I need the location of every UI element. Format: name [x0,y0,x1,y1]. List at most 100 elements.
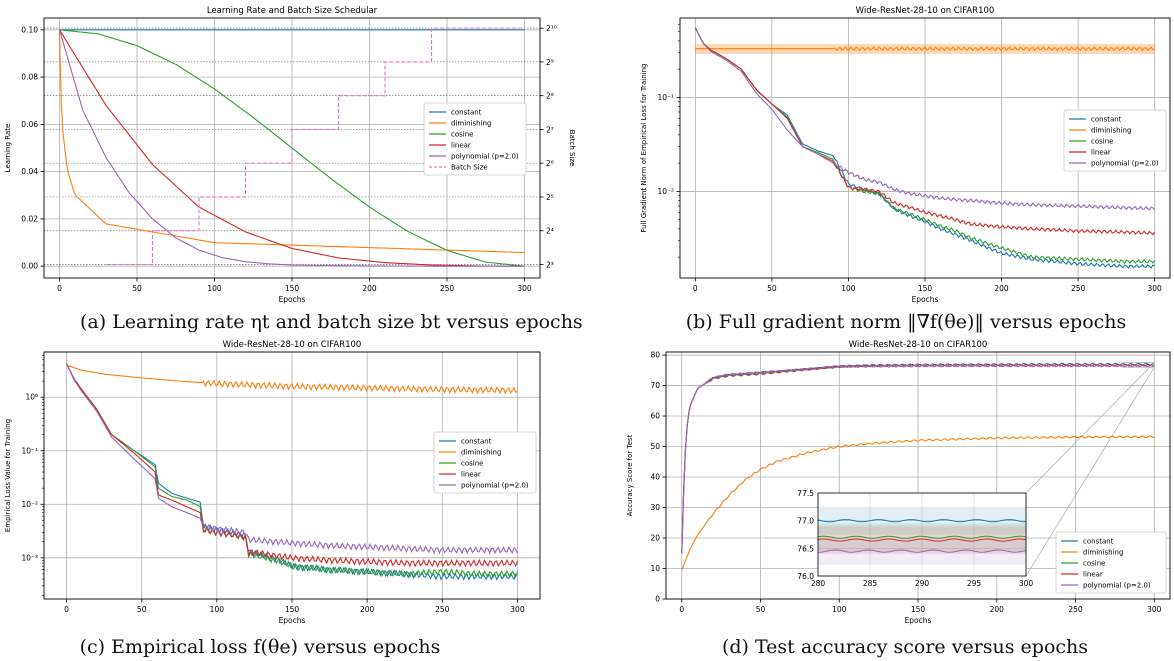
legend: constant diminishing cosine linear polynomia… [1063,109,1167,172]
legend-label: cosine [451,131,473,139]
x-tick-label: 0 [57,284,62,293]
series-group [681,362,1155,571]
series-group [694,27,1156,269]
legend-label: diminishing [1083,549,1123,557]
right-tick-label: 2¹⁰ [546,24,557,33]
y-axis-label: Learning Rate [4,124,12,173]
x-axis-label: Epochs [279,295,306,304]
inset-series-cosine [817,535,1027,539]
legend-box [1063,109,1167,172]
inset-band-linear [818,526,1026,554]
y-tick-label: 10⁻³ [21,553,38,562]
series-diminishing [695,46,1155,52]
inset-y-tick-label: 77.5 [797,489,814,498]
legend: constant diminishing cosine linear polynomia… [433,431,537,494]
caption-d: (d) Test accuracy score versus epochs [721,636,1089,658]
series-constant [66,363,518,581]
x-tick-label: 200 [994,284,1009,293]
y-tick-label: 10⁻² [21,500,38,509]
legend-label: constant [451,109,482,117]
right-tick-label: 2⁹ [546,58,554,67]
x-tick-label: 250 [1071,284,1086,293]
x-tick-label: 0 [64,605,69,614]
legend: constant diminishing cosine linear polynomia… [423,102,527,176]
legend: constant diminishing cosine linear polynomia… [1055,531,1167,594]
chart-d: Wide-ResNet-28-10 on CIFAR100 Epochs Accur… [626,340,1171,625]
series-polynomial [694,27,1156,211]
series-group [66,363,519,581]
x-tick-label: 200 [360,605,375,614]
x-tick-label: 50 [756,605,766,614]
right-tick-label: 2⁸ [546,92,554,101]
x-tick-label: 0 [679,605,684,614]
x-tick-label: 100 [841,284,856,293]
y-tick-label: 10⁰ [25,393,38,402]
x-tick-label: 100 [207,284,222,293]
legend-label: cosine [1083,560,1105,568]
y-axis-label: Accuracy Score for Test [626,434,634,516]
y-tick-label: 10⁻¹ [21,446,38,455]
inset-y-tick-label: 77.0 [797,517,814,526]
series-cosine [66,363,519,579]
inset-y-tick-label: 76.5 [797,544,814,553]
legend-box [433,431,537,494]
legend-label: polynomial (p=2.0) [461,482,529,490]
chart-title: Wide-ResNet-28-10 on CIFAR100 [849,340,988,350]
legend-label: cosine [461,460,483,468]
inset-band-polynomial [818,537,1026,565]
x-tick-label: 0 [693,284,698,293]
legend-label: diminishing [461,449,501,457]
x-tick-label: 50 [132,284,142,293]
right-tick-label: 2⁴ [546,227,554,236]
chart-b: Wide-ResNet-28-10 on CIFAR100 Epochs Full … [640,6,1171,304]
series-polynomial [66,363,519,555]
y-tick-label: 0.04 [21,167,38,176]
y-tick-label: 30 [650,503,660,512]
legend-label: constant [1091,116,1122,124]
inset-connector [1025,362,1155,494]
legend-label: constant [1083,538,1114,546]
axes-frame [665,351,1171,600]
x-axis-label: Epochs [279,616,306,625]
inset-band-cosine [818,523,1026,552]
x-tick-label: 200 [990,605,1005,614]
inset-x-tick-label: 295 [967,579,982,588]
y-tick-label: 40 [650,473,660,482]
right-axis-label: Batch Size [568,130,576,167]
inset-x-tick-label: 300 [1019,579,1034,588]
legend-label: polynomial (p=2.0) [1091,160,1159,168]
right-tick-label: 2⁵ [546,193,554,202]
legend-box [423,102,527,176]
x-tick-label: 50 [137,605,147,614]
y-tick-label: 0.00 [21,262,38,271]
series-group [58,27,525,267]
inset-series-constant [817,519,1027,523]
y-tick-label: 10⁻² [657,187,674,196]
y-tick-label: 60 [650,412,660,421]
y-tick-label: 0.06 [21,120,38,129]
axes-frame [43,17,541,279]
inset-frame [817,492,1027,577]
inset-x-tick-label: 280 [811,579,826,588]
inset-y-tick-label: 76.0 [797,572,814,581]
right-tick-label: 2⁷ [546,125,554,134]
grid-b [680,18,1170,278]
series-diminishing [66,364,518,395]
series-polynomial [681,364,1155,554]
x-tick-label: 300 [1148,284,1163,293]
x-tick-label: 300 [1147,605,1162,614]
x-tick-label: 300 [510,605,525,614]
x-axis-label: Epochs [912,295,939,304]
chart-title: Wide-ResNet-28-10 on CIFAR100 [856,6,995,16]
x-tick-label: 50 [767,284,777,293]
caption-a: (a) Learning rate ηt and batch size bt v… [80,311,583,333]
legend-label: Batch Size [451,164,488,172]
legend-label: polynomial (p=2.0) [1083,582,1151,590]
inset-series-polynomial [817,549,1027,553]
x-axis-label: Epochs [905,616,932,625]
y-tick-label: 0.10 [21,25,38,34]
inset-x-tick-label: 290 [915,579,930,588]
y-tick-label: 10⁻¹ [657,93,674,102]
series-linear [694,27,1156,236]
legend-label: cosine [1091,138,1113,146]
